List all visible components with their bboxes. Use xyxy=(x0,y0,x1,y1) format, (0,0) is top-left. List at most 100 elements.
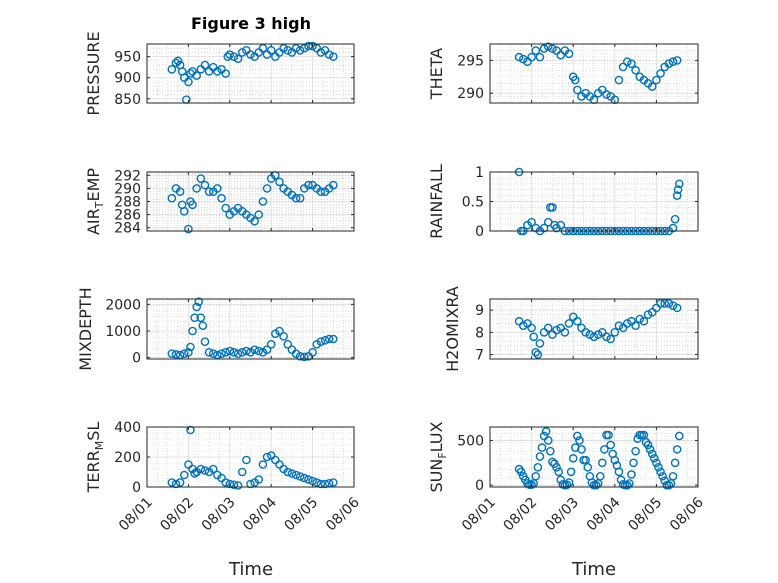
y-tick-label: 1 xyxy=(475,165,484,181)
y-tick-label: 500 xyxy=(457,433,484,449)
data-point xyxy=(194,297,204,306)
data-point xyxy=(595,471,605,481)
y-tick-label: 284 xyxy=(114,221,141,237)
data-point xyxy=(516,467,526,477)
subplot-pressure: 850 900 950 PRESSURE xyxy=(84,31,355,116)
y-axis-label-tail: LUX xyxy=(427,421,446,452)
data-point xyxy=(308,348,317,357)
data-point xyxy=(316,337,326,346)
y-axis-label-main: PRESSURE xyxy=(84,31,103,115)
data-point xyxy=(627,59,636,68)
data-point xyxy=(200,337,210,346)
data-point xyxy=(200,466,210,475)
data-point xyxy=(271,455,280,465)
data-point xyxy=(208,464,218,474)
data-point xyxy=(535,52,545,62)
data-point xyxy=(291,43,301,53)
data-point xyxy=(643,440,653,450)
data-point xyxy=(614,321,624,330)
subplot-sun-flux: 0 500 08/01 08/02 08/03 08/04 08/05 08/06 SUNFLU… xyxy=(427,421,707,534)
data-point xyxy=(652,75,661,85)
data-point xyxy=(204,348,214,357)
data-point xyxy=(279,332,288,341)
x-tick-label: 08/06 xyxy=(667,494,707,534)
data-point xyxy=(602,90,611,99)
data-point xyxy=(229,480,239,490)
data-point xyxy=(328,334,338,344)
data-point xyxy=(660,299,670,308)
data-point xyxy=(304,41,313,51)
data-point xyxy=(548,203,557,212)
y-axis-label-main: H2OMIXRA xyxy=(443,286,462,372)
data-point xyxy=(562,480,572,490)
data-point xyxy=(328,478,338,487)
data-point xyxy=(647,449,657,459)
data-point xyxy=(198,321,208,330)
data-point xyxy=(221,478,230,487)
data-point xyxy=(316,48,326,57)
data-point xyxy=(610,455,620,465)
data-point xyxy=(283,467,293,477)
data-point xyxy=(658,471,667,481)
y-axis-label-main: MIXDEPTH xyxy=(76,287,95,370)
data-point xyxy=(600,445,609,454)
y-tick-label: 850 xyxy=(114,92,141,108)
data-point xyxy=(577,323,586,333)
data-point xyxy=(320,336,330,345)
data-point xyxy=(531,471,541,481)
data-point xyxy=(258,197,268,206)
y-tick-label: 288 xyxy=(114,195,141,211)
data-point xyxy=(246,479,255,489)
data-point xyxy=(262,452,272,462)
y-axis-label-main: SUN xyxy=(427,459,446,493)
y-axis-label-main: AIR xyxy=(84,208,103,235)
data-point xyxy=(223,52,233,61)
data-point xyxy=(184,77,193,87)
y-tick-label: 950 xyxy=(114,50,141,66)
data-point xyxy=(291,193,301,203)
data-point xyxy=(564,319,574,328)
data-point xyxy=(531,46,541,55)
subplot-mixdepth: 0 1000 2000 MIXDEPTH xyxy=(76,287,355,371)
data-point xyxy=(554,467,563,477)
data-point xyxy=(167,193,177,203)
data-point xyxy=(328,52,338,61)
y-axis-label: RAINFALL xyxy=(427,164,446,239)
data-point xyxy=(221,348,230,357)
data-point xyxy=(217,349,226,358)
data-point xyxy=(200,60,210,70)
data-point xyxy=(295,46,305,55)
data-point xyxy=(196,313,206,322)
data-point xyxy=(647,82,657,91)
data-point xyxy=(291,470,301,480)
y-axis-label: AIRTEMP xyxy=(84,168,106,235)
data-point xyxy=(602,332,611,342)
y-tick-label: 7 xyxy=(475,348,484,364)
data-point xyxy=(258,460,268,469)
data-point xyxy=(627,470,636,479)
data-point xyxy=(604,430,613,440)
data-point xyxy=(254,346,264,356)
data-point xyxy=(237,48,247,57)
data-point xyxy=(631,321,640,330)
data-point xyxy=(656,299,665,308)
data-point xyxy=(537,443,547,452)
data-point xyxy=(573,85,582,95)
data-point xyxy=(570,75,580,85)
data-point xyxy=(328,180,338,190)
data-point xyxy=(652,458,661,468)
data-point xyxy=(527,217,536,227)
subplot-rainfall: 0 0.5 1 RAINFALL xyxy=(427,164,699,240)
data-point xyxy=(208,349,218,358)
y-tick-label: 295 xyxy=(457,53,484,69)
data-point xyxy=(192,71,201,80)
data-point xyxy=(171,58,181,68)
axes-box xyxy=(146,43,355,104)
data-point xyxy=(275,177,284,187)
data-point xyxy=(573,431,582,441)
data-point xyxy=(622,57,632,67)
subplot-terr-msl: 0 200 400 08/01 08/02 08/03 08/04 08/05 08/06 TER… xyxy=(84,420,363,534)
data-point xyxy=(217,193,226,203)
data-point xyxy=(324,334,334,344)
